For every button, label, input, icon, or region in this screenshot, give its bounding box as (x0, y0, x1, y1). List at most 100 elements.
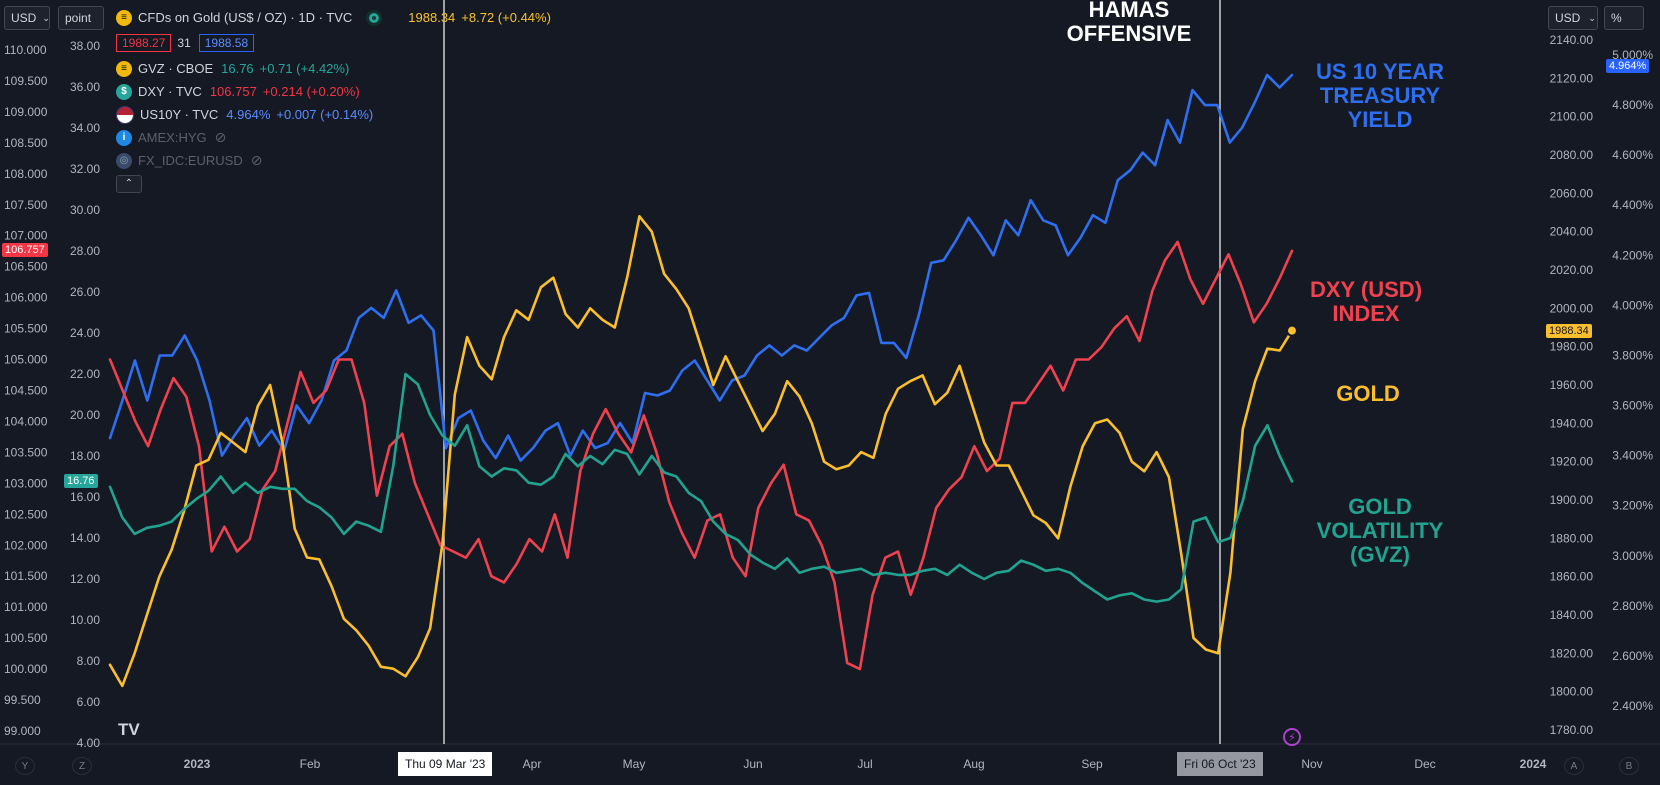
a-button[interactable]: A (1564, 757, 1584, 775)
gold-tick-label: 1980.00 (1550, 340, 1594, 354)
event-markers (443, 0, 1221, 744)
chevron-down-icon: ⌄ (42, 12, 50, 23)
us10y-price-tag: 4.964% (1606, 59, 1650, 73)
dxy-annotation: DXY (USD) INDEX (1296, 278, 1436, 326)
dxy-tick-label: 99.000 (4, 724, 41, 738)
us10y-tick-label: 3.000% (1612, 549, 1653, 563)
gvz-line1: GOLD (1348, 494, 1412, 519)
gvz-tick-label: 26.00 (70, 285, 100, 299)
dxy-price-tag: 106.757 (2, 243, 48, 257)
x-tick-label: Jun (743, 757, 762, 771)
dollar-icon: $ (116, 83, 132, 100)
x-tick-label: 2023 (184, 757, 211, 771)
y-button[interactable]: Y (15, 757, 35, 775)
main-change: +8.72 (+0.44%) (461, 10, 551, 25)
spread-value: 31 (177, 36, 191, 50)
market-status-icon (366, 9, 383, 26)
b-button[interactable]: B (1619, 757, 1639, 775)
dxy-tick-label: 107.500 (4, 198, 48, 212)
right-unit-select[interactable]: % (1604, 6, 1644, 30)
gvz-tick-label: 36.00 (70, 80, 100, 94)
gold-tick-label: 1780.00 (1550, 723, 1594, 737)
gvz-tick-label: 24.00 (70, 326, 100, 340)
us10y-tick-label: 2.800% (1612, 599, 1653, 613)
bid-button[interactable]: 1988.27 (116, 34, 172, 52)
lightning-icon[interactable]: ⚡ (1283, 728, 1301, 746)
dxy-line1: DXY (USD) (1309, 277, 1423, 302)
gold-tick-label: 1880.00 (1550, 531, 1594, 545)
currency-label: USD (11, 11, 37, 25)
gold-annotation: GOLD (1336, 381, 1400, 406)
gvz-tick-label: 34.00 (70, 121, 100, 135)
dxy-tick-label: 110.000 (4, 43, 47, 57)
gvz-tick-label: 14.00 (70, 531, 100, 545)
right-axis-us10y: 5.000% 4.800% 4.600% 4.400% 4.200% 4.000% 3.80… (1612, 48, 1653, 713)
date-tag-left: Thu 09 Mar '23 (398, 752, 493, 776)
dxy-tick-label: 99.500 (4, 693, 41, 707)
gvz-tick-label: 8.00 (77, 654, 101, 668)
us10y-tick-label: 4.200% (1612, 248, 1653, 262)
dxy-tick-label: 104.500 (4, 384, 48, 398)
date-tag-right: Fri 06 Oct '23 (1177, 752, 1263, 776)
gvz-annotation: GOLD VOLATILITY (GVZ) (1300, 495, 1460, 567)
us10y-tick-label: 3.200% (1612, 499, 1653, 513)
series-line-gvz (108, 372, 1294, 603)
series-line-us10y (108, 73, 1294, 462)
dxy-tick-label: 109.000 (4, 105, 48, 119)
gold-tick-label: 1860.00 (1550, 570, 1594, 584)
gvz-symbol-icon: ≡ (116, 60, 132, 77)
gold-last-point (1286, 324, 1298, 337)
gold-tick-label: 1840.00 (1550, 608, 1594, 622)
event-line1: HAMAS (1088, 0, 1170, 22)
gvz-name: GVZ · CBOE (138, 61, 214, 76)
right-currency-select[interactable]: USD ⌄ (1548, 6, 1598, 30)
us10y-line1: US 10 YEAR (1316, 59, 1444, 84)
gold-tick-label: 1920.00 (1550, 455, 1594, 469)
left-axis-dxy: 110.000 109.500 109.000 108.500 108.000 107.5… (4, 43, 48, 738)
legend-item-gvz[interactable]: ≡ GVZ · CBOE 16.76 +0.71 (+4.42%) (116, 57, 551, 80)
legend-item-dxy[interactable]: $ DXY · TVC 106.757 +0.214 (+0.20%) (116, 80, 551, 103)
gvz-tick-label: 28.00 (70, 244, 100, 258)
ask-button[interactable]: 1988.58 (198, 34, 255, 52)
z-button[interactable]: Z (72, 757, 92, 775)
dxy-tick-label: 106.500 (4, 260, 48, 274)
legend-main[interactable]: ≡ CFDs on Gold (US$ / OZ) · 1D · TVC 198… (116, 6, 551, 29)
us10y-tick-label: 5.000% (1612, 48, 1653, 62)
right-unit-label: % (1611, 11, 1622, 25)
us10y-line3: YIELD (1347, 107, 1413, 132)
unit-label: point (65, 11, 92, 25)
us10y-annotation: US 10 YEAR TREASURY YIELD (1300, 60, 1460, 132)
series-line-gold (108, 215, 1294, 688)
currency-select[interactable]: USD ⌄ (4, 6, 50, 30)
gold-tick-label: 2020.00 (1550, 263, 1594, 277)
x-tick-label: Aug (963, 757, 984, 771)
chevron-up-icon[interactable]: ⌃ (116, 174, 142, 193)
gvz-tick-label: 32.00 (70, 162, 100, 176)
dxy-tick-label: 109.500 (4, 74, 48, 88)
left-axis-gvz: 38.00 36.00 34.00 32.00 30.00 28.00 26.00 24.00… (70, 39, 100, 750)
legend-item-hyg[interactable]: i AMEX:HYG ⊘ (116, 126, 551, 149)
dxy-tick-label: 106.000 (4, 291, 48, 305)
unit-select[interactable]: point (58, 6, 104, 30)
dxy-tick-label: 101.500 (4, 569, 48, 583)
chart-extras (1286, 324, 1298, 337)
gold-tick-label: 1800.00 (1550, 685, 1594, 699)
gold-tick-label: 1940.00 (1550, 416, 1594, 430)
bid-ask-row: 1988.27 31 1988.58 (116, 29, 551, 57)
eye-hidden-icon[interactable]: ⊘ (250, 152, 263, 168)
gvz-tick-label: 22.00 (70, 367, 100, 381)
x-tick-label: Nov (1301, 757, 1322, 771)
series-lines (108, 73, 1294, 688)
chevron-down-icon: ⌄ (1588, 12, 1596, 23)
dxy-tick-label: 101.000 (4, 600, 48, 614)
info-icon: i (116, 129, 132, 146)
x-tick-label: Feb (300, 757, 321, 771)
event-annotation: HAMAS OFFENSIVE (1064, 0, 1194, 46)
eye-hidden-icon[interactable]: ⊘ (214, 129, 227, 145)
gvz-tick-label: 30.00 (70, 203, 100, 217)
gvz-value: 16.76 (221, 61, 254, 76)
legend-item-eurusd[interactable]: ◎ FX_IDC:EURUSD ⊘ (116, 149, 551, 172)
legend-item-us10y[interactable]: US10Y · TVC 4.964% +0.007 (+0.14%) (116, 103, 551, 126)
